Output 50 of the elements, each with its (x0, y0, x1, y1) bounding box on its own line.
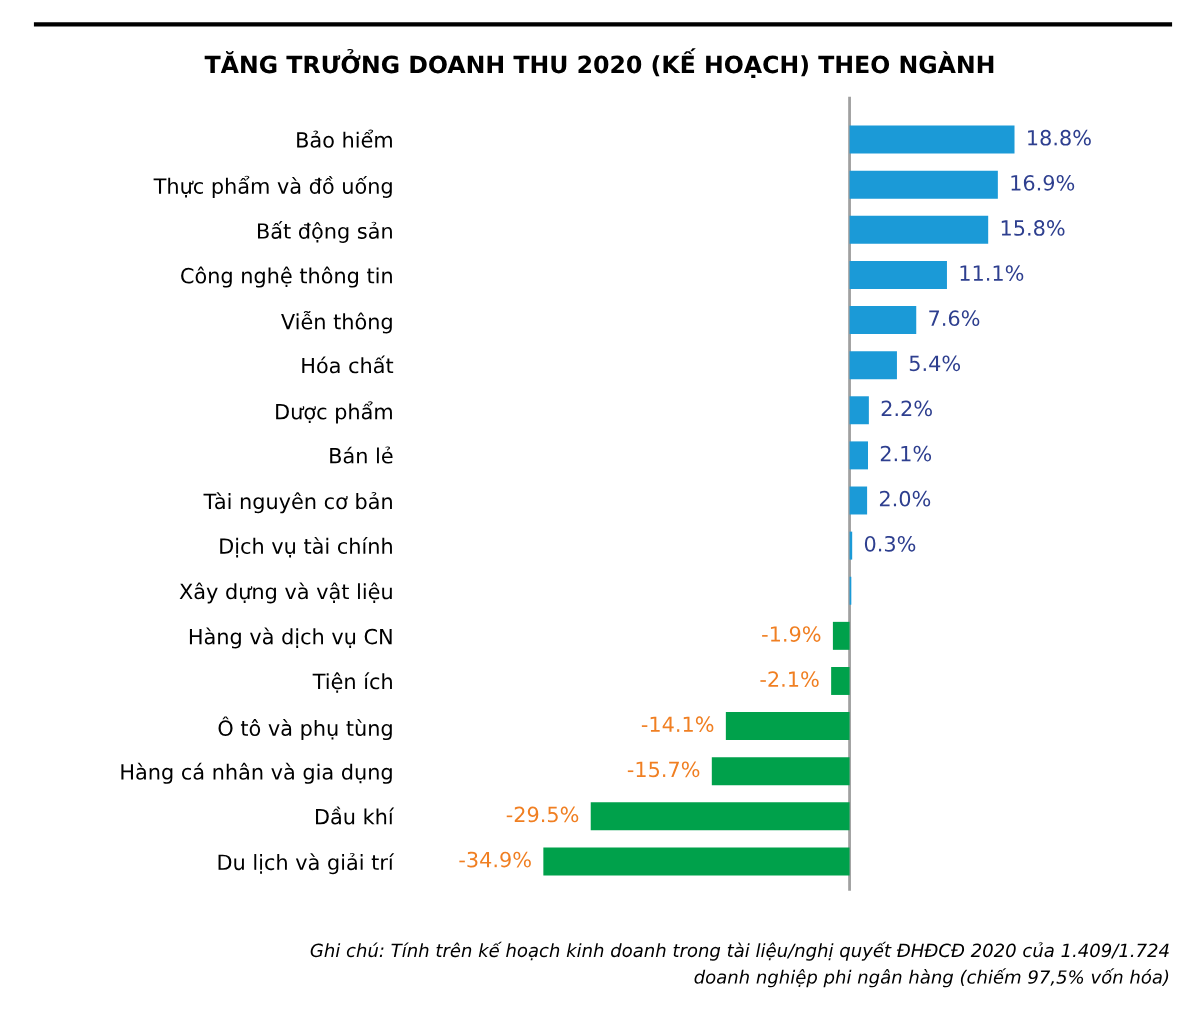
data-label: 18.8% (1028, 129, 1091, 146)
y-tick-label: Hóa chất (302, 355, 394, 374)
bar (849, 486, 868, 515)
y-tick-label: Công nghệ thông tin (181, 266, 392, 288)
data-label: 15.8% (1001, 220, 1065, 236)
y-tick-label: Xây dựng và vật liệu (179, 582, 392, 604)
data-label: 2.1% (880, 445, 932, 462)
data-label: -1.9% (762, 626, 821, 642)
bar (543, 847, 850, 876)
bar (849, 260, 947, 289)
data-label: -2.1% (760, 671, 819, 688)
data-label: 0.3% (864, 535, 916, 552)
bar (831, 666, 850, 695)
y-tick-label: Dược phẩm (276, 401, 392, 424)
y-tick-label: Dầu khí (316, 806, 395, 825)
data-label: -34.9% (459, 851, 531, 868)
bar (711, 757, 850, 786)
y-tick-label: Bảo hiểm (297, 129, 392, 148)
data-label: 2.0% (879, 490, 931, 507)
bar (849, 215, 989, 244)
bar (849, 396, 869, 425)
y-tick-label: Bán lẻ (330, 446, 393, 464)
y-tick-label: Dịch vụ tài chính (220, 537, 392, 558)
bar (725, 712, 850, 741)
y-tick-label: Thực phẩm và đồ uống (153, 175, 392, 198)
bar (849, 306, 917, 335)
y-tick-label: Du lịch và giải trí (218, 852, 395, 875)
bar (590, 802, 850, 831)
bar (849, 351, 897, 380)
bar (832, 621, 850, 650)
chart-title: TĂNG TRƯỞNG DOANH THU 2020 (KẾ HOẠCH) THEO NGÀNH (204, 48, 994, 79)
data-label: 7.6% (929, 310, 980, 327)
y-tick-label: Bất động sản (258, 221, 392, 243)
bar (849, 170, 998, 199)
y-tick-label: Tài nguyên cơ bản (203, 492, 392, 514)
data-label: 16.9% (1011, 174, 1075, 191)
data-label: 5.4% (909, 355, 961, 372)
data-label: -15.7% (627, 761, 700, 778)
y-tick-label: Viễn thông (281, 310, 392, 334)
data-label: 2.2% (881, 400, 932, 417)
y-tick-label: Ô tô và phụ tùng (218, 716, 392, 741)
y-tick-label: Hàng và dịch vụ CN (189, 627, 392, 649)
text: Ghi chú: Tính trên kế hoạch kinh doanh trong tài liệu/nghị quyết ĐHĐCĐ 2020 của 1.409/1.724 doanh nghiệp phi ngân hàng (chiếm 97,5% vốn hóa) (310, 941, 1169, 988)
data-label: -14.1% (641, 716, 714, 733)
y-tick-label: Hàng cá nhân và gia dụng (121, 762, 392, 784)
y-tick-label: Tiện ích (312, 672, 392, 693)
bar (849, 125, 1015, 154)
bar (849, 441, 868, 470)
data-label: 11.1% (960, 265, 1024, 281)
data-label: -29.5% (506, 806, 579, 823)
